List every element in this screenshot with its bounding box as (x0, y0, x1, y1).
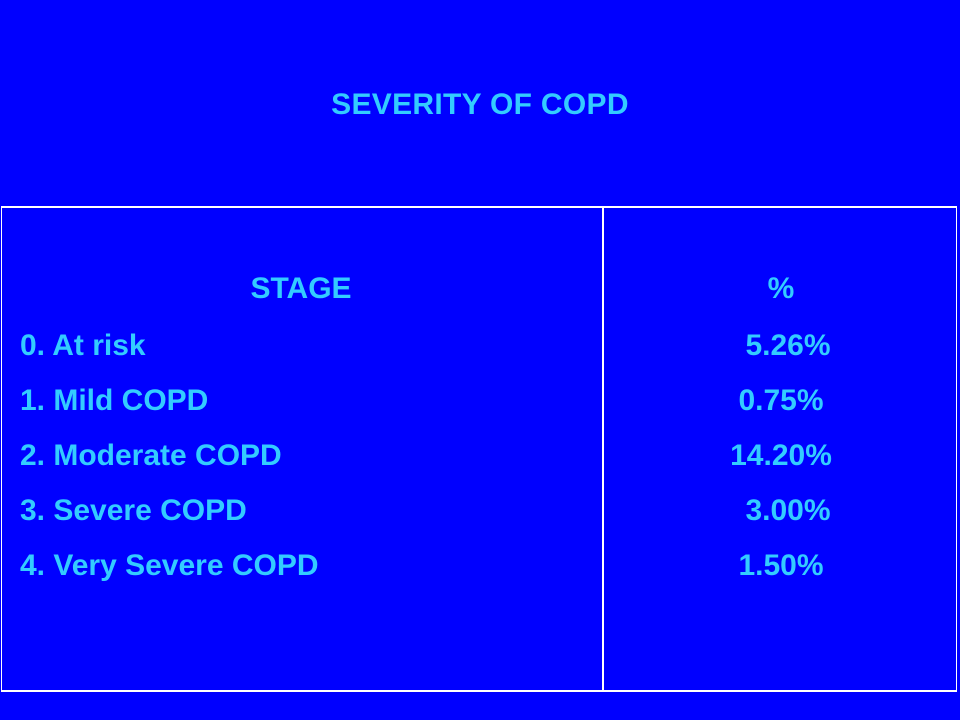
column-divider (602, 208, 604, 691)
stage-column-header: STAGE (250, 272, 352, 305)
percent-cell-severe: 3.00% (745, 494, 831, 527)
percent-cell-moderate: 14.20% (730, 439, 832, 472)
stage-cell-mild: 1. Mild COPD (20, 384, 209, 417)
percent-column: 5.26% 0.75% 14.20% 3.00% 1.50% (604, 327, 958, 602)
stage-cell-very-severe: 4. Very Severe COPD (20, 549, 319, 582)
stage-cell-severe: 3. Severe COPD (20, 494, 247, 527)
stage-column: 0. At risk 1. Mild COPD 2. Moderate COPD… (20, 327, 319, 602)
percent-cell-at-risk: 5.26% (745, 329, 831, 362)
slide-title: SEVERITY OF COPD (331, 88, 629, 121)
percent-column-header: % (767, 272, 795, 305)
percent-cell-very-severe: 1.50% (738, 549, 824, 582)
stage-cell-at-risk: 0. At risk (20, 329, 146, 362)
percent-cell-mild: 0.75% (738, 384, 824, 417)
severity-table (1, 206, 957, 692)
stage-cell-moderate: 2. Moderate COPD (20, 439, 282, 472)
